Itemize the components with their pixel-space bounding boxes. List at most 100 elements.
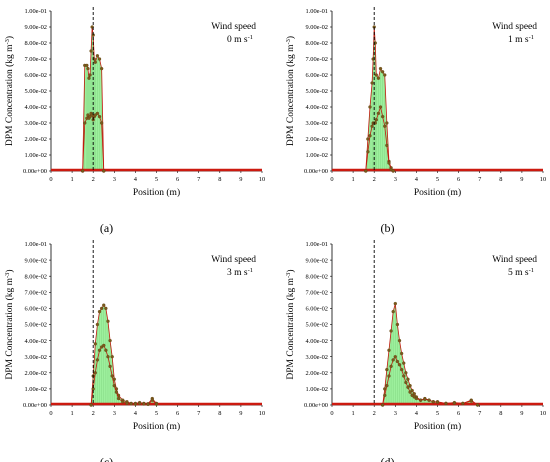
data-point [378,66,383,71]
wind-speed-value: 0 m s-1 [227,34,253,46]
data-point [391,358,395,362]
y-tick-label: 3.00e-02 [305,354,328,361]
y-tick-label: 1.00e-01 [305,8,328,15]
x-tick-label: 10 [259,176,265,183]
y-axis-label: DPM Concentration (kg m-3) [4,36,16,146]
x-tick-label: 10 [540,176,546,183]
data-point [106,319,110,323]
y-tick-label: 7.00e-02 [305,290,328,297]
x-tick-label: 3 [113,410,116,417]
x-tick-label: 1 [70,176,73,183]
data-point [99,66,104,71]
y-tick-label: 5.00e-02 [24,88,47,95]
x-tick-label: 10 [259,410,265,417]
data-point [108,364,112,369]
y-axis-label: DPM Concentration (kg m-3) [285,36,297,146]
data-point [393,301,397,306]
data-point [154,402,159,406]
y-tick-label: 7.00e-02 [305,56,328,63]
series-line-1 [365,26,394,172]
data-point [397,338,402,343]
data-point [461,401,465,406]
x-tick-label: 2 [92,410,95,417]
data-point [366,150,370,154]
data-point [110,355,114,359]
data-point [387,161,391,165]
x-axis-label: Position (m) [414,187,461,198]
panel-label: (d) [381,455,395,462]
data-point [364,169,368,173]
data-point [383,124,387,128]
data-point [93,342,97,346]
data-point [391,169,395,173]
data-point [402,374,406,378]
data-point [104,306,108,311]
y-tick-label: 9.00e-02 [24,257,47,264]
y-tick-label: 5.00e-02 [305,88,328,95]
x-tick-label: 3 [394,410,397,417]
data-point [380,70,385,74]
data-point [370,124,374,128]
data-point [469,399,473,403]
x-tick-label: 5 [436,410,439,417]
panel-label: (a) [100,221,113,235]
x-tick-label: 1 [351,410,354,417]
data-point [387,348,391,352]
data-point [95,358,100,362]
data-point [99,121,104,125]
y-tick-label: 1.00e-01 [24,8,47,15]
data-point [435,400,440,404]
chart-panel-1: 0.00e+00 1.00e-02 2.00e-02 3.00e-02 4.00e-02… [4,7,265,235]
y-tick-label: 4.00e-02 [305,338,328,345]
data-point [146,402,150,407]
wind-speed-label: Wind speed [211,255,256,265]
concentration-area [91,305,157,405]
y-tick-label: 9.00e-02 [305,257,328,264]
data-point [385,367,389,372]
y-tick-label: 3.00e-02 [24,120,47,127]
data-point [87,76,91,80]
data-point [93,60,97,64]
data-point [97,57,102,61]
data-point [414,396,419,401]
x-axis-label: Position (m) [133,187,180,198]
y-tick-label: 9.00e-02 [305,24,328,31]
x-tick-label: 7 [478,410,482,417]
data-point [112,384,116,388]
data-point [389,329,393,333]
chart-panel-3: 0.00e+00 1.00e-02 2.00e-02 3.00e-02 4.00e-02… [4,240,265,462]
data-point [97,309,102,314]
y-tick-label: 8.00e-02 [305,273,328,280]
x-tick-label: 5 [155,176,158,183]
data-point [102,343,106,348]
x-tick-label: 7 [478,176,482,183]
x-tick-label: 2 [373,176,376,183]
data-point [418,398,423,402]
data-point [393,355,397,359]
data-point [89,49,93,53]
data-point [370,81,374,85]
panel-label: (b) [381,221,395,235]
wind-speed-value: 3 m s-1 [227,267,253,279]
y-tick-label: 0.00e+00 [304,402,328,409]
y-tick-label: 2.00e-02 [24,136,47,143]
y-tick-label: 4.00e-02 [24,338,47,345]
wind-speed-label: Wind speed [492,22,537,32]
wind-speed-value: 5 m s-1 [508,267,534,279]
x-tick-label: 8 [499,410,502,417]
data-point [475,403,480,407]
data-point [125,401,129,406]
chart-panel-4: 0.00e+00 1.00e-02 2.00e-02 3.00e-02 4.00e-02… [285,240,546,462]
y-tick-label: 0.00e+00 [304,168,328,175]
data-point [431,400,435,404]
data-point [389,364,393,369]
data-point [385,143,389,148]
y-tick-label: 0.00e+00 [23,168,47,175]
data-point [85,63,89,68]
data-point [395,359,400,364]
wind-speed-value: 1 m s-1 [508,34,534,46]
x-tick-label: 8 [218,410,221,417]
x-tick-label: 6 [457,176,460,183]
data-point [376,111,381,116]
data-point [383,393,387,397]
